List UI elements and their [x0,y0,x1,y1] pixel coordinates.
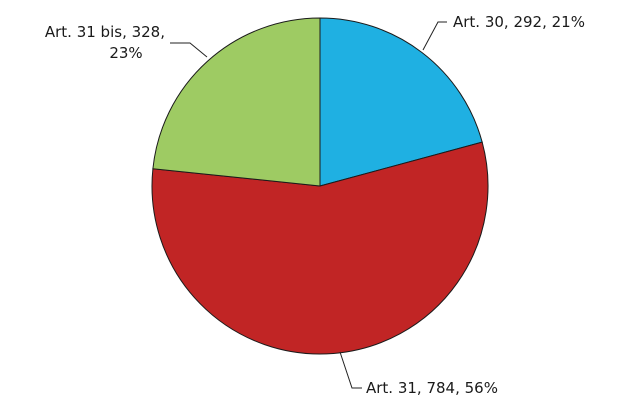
pie-slice-art-30 [319,17,483,187]
slice-label-art-31-bis-line1: Art. 31 bis, 328, [45,23,165,41]
slice-labels: Art. 30, 292, 21% Art. 31, 784, 56% Art.… [45,13,585,397]
pie-slices [151,17,489,355]
pie-slice-art-31-bis [152,17,321,187]
slice-label-art-30: Art. 30, 292, 21% [453,13,585,31]
leader-line-art-31-bis [170,42,208,58]
leader-line-art-30 [422,21,447,51]
leader-line-art-31 [339,351,362,389]
leader-lines [170,21,447,389]
slice-label-art-31: Art. 31, 784, 56% [366,379,498,397]
pie-slice-art-31 [151,141,489,355]
slice-label-art-31-bis-line2: 23% [109,44,142,62]
